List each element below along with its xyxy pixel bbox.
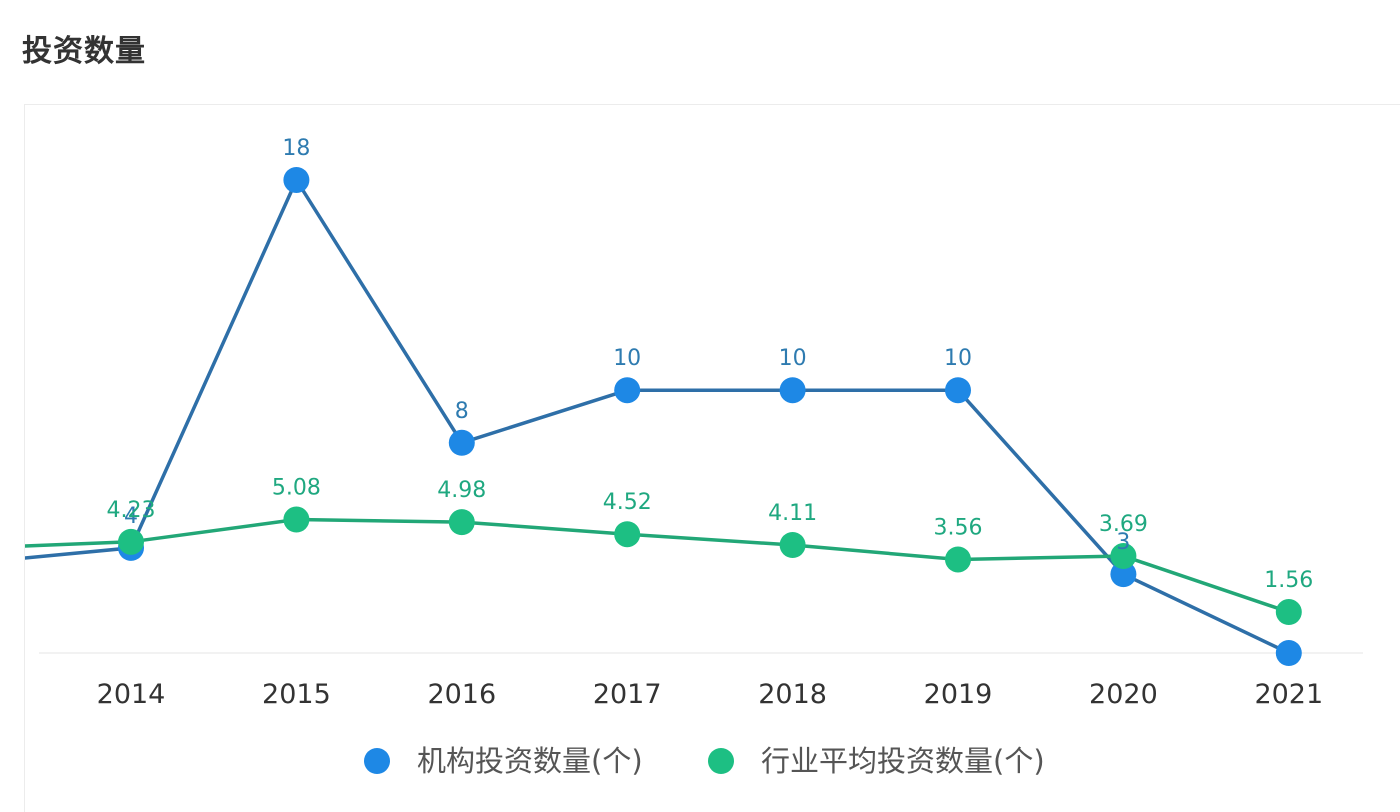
series-1-point[interactable] [448,509,475,536]
chart-card: 2014 2015 2016 2017 2018 2019 2020 2021 4 18 8 10 1… [24,104,1400,812]
line-chart: 2014 2015 2016 2017 2018 2019 2020 2021 4 18 8 10 1… [25,136,1363,778]
series-1-data-label: 4.11 [768,501,817,526]
series-0-point[interactable] [448,429,475,456]
series-1-data-label: 3.56 [934,515,983,540]
series-1-point[interactable] [614,521,641,548]
series-1-data-label: 4.52 [603,490,652,515]
series-1-point[interactable] [1275,599,1302,626]
series-1-point[interactable] [1110,543,1137,570]
legend-marker-0 [364,748,390,774]
series-0-point[interactable] [614,377,641,404]
series-1-data-label: 5.08 [272,476,321,501]
series-0-point[interactable] [945,377,971,404]
x-tick-label: 2021 [1254,679,1323,710]
series-0-data-label: 8 [455,399,469,424]
series-1-point[interactable] [283,506,310,533]
series-0-data-label: 10 [944,346,972,371]
legend: 机构投资数量(个) 行业平均投资数量(个) [364,744,1045,778]
legend-label-0[interactable]: 机构投资数量(个) [417,744,643,778]
x-tick-label: 2014 [97,679,166,710]
series-1-data-label: 4.23 [107,498,156,523]
series-0-point[interactable] [1275,640,1302,666]
series-1-point[interactable] [779,531,806,558]
x-tick-label: 2016 [427,679,496,710]
x-tick-label: 2015 [262,679,331,710]
series-0-point[interactable] [1110,561,1137,588]
series-0-point[interactable] [779,377,806,404]
legend-label-1[interactable]: 行业平均投资数量(个) [761,744,1045,778]
series-0-data-label: 10 [613,346,641,371]
series-1-data-label: 3.69 [1099,512,1148,537]
legend-marker-1 [708,748,734,774]
series-0-data-label: 10 [779,346,807,371]
data-label-layer: 4 18 8 10 10 10 3 4.23 5.08 4.98 4.52 4.11 3.56 3.69 1… [107,136,1314,593]
x-tick-label: 2020 [1089,679,1158,710]
series-layer [25,167,1302,666]
series-1-data-label: 4.98 [437,478,486,503]
axis-layer: 2014 2015 2016 2017 2018 2019 2020 2021 [39,652,1363,710]
series-0-data-label: 3 [1116,530,1130,555]
series-1-point[interactable] [945,546,971,573]
series-1-point[interactable] [118,528,144,555]
series-0-point[interactable] [283,167,310,193]
series-line-0 [25,178,1290,655]
series-0-data-label: 4 [124,504,138,529]
page-title: 投资数量 [22,34,146,69]
series-1-data-label: 1.56 [1264,568,1313,593]
x-tick-label: 2018 [758,679,827,710]
series-0-data-label: 18 [282,136,310,161]
x-tick-label: 2019 [924,679,993,710]
x-tick-label: 2017 [593,679,662,710]
